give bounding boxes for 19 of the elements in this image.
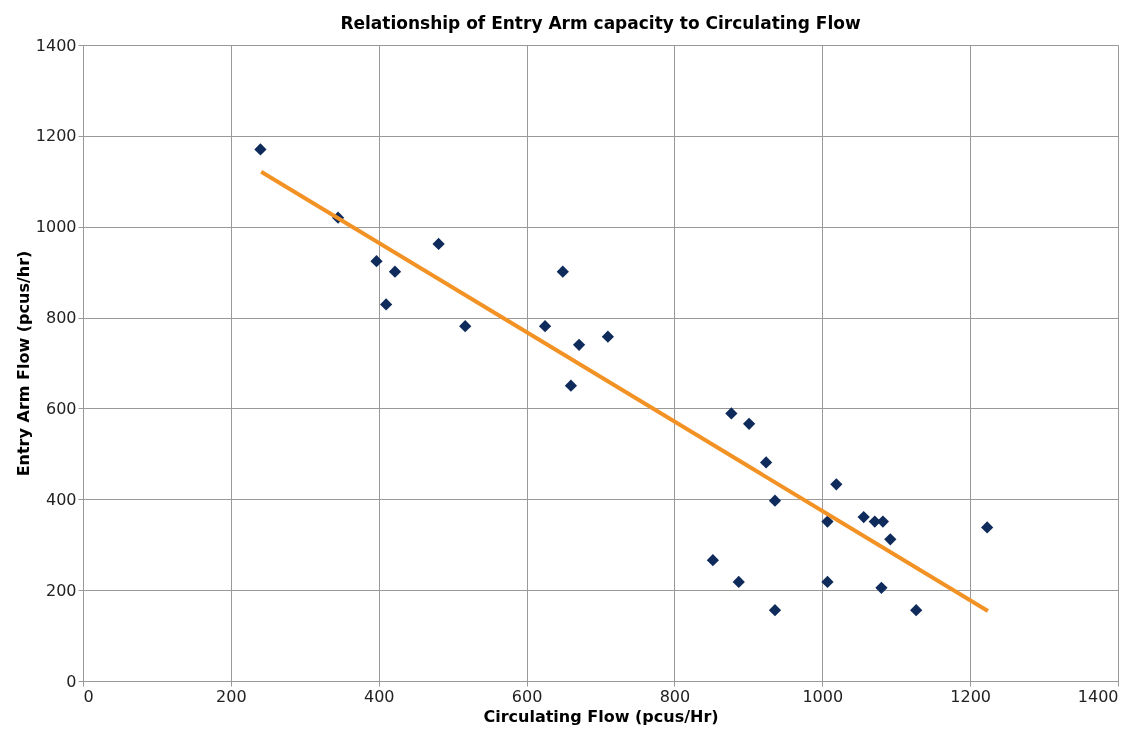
x-tick-label: 1400	[1077, 686, 1119, 706]
y-tick-label: 400	[45, 489, 77, 509]
y-tick-label: 200	[45, 580, 77, 600]
y-axis-title: Entry Arm Flow (pcus/hr)	[13, 250, 33, 477]
y-tick-label: 1400	[35, 35, 77, 55]
y-tick-label: 0	[66, 671, 77, 691]
x-tick-label: 600	[511, 686, 543, 706]
x-axis-title: Circulating Flow (pcus/Hr)	[483, 706, 719, 726]
y-tick-label: 1200	[35, 126, 77, 146]
chart-title: Relationship of Entry Arm capacity to Circulating Flow	[340, 13, 861, 33]
x-tick-label: 0	[83, 686, 94, 706]
x-tick-label: 200	[216, 686, 247, 706]
x-tick-label: 800	[659, 686, 691, 706]
y-tick-label: 1000	[35, 217, 77, 237]
x-tick-label: 400	[363, 686, 395, 706]
y-tick-label: 600	[45, 398, 77, 418]
y-tick-label: 800	[45, 308, 77, 328]
x-tick-label: 1200	[950, 686, 991, 706]
x-tick-label: 1000	[802, 686, 844, 706]
